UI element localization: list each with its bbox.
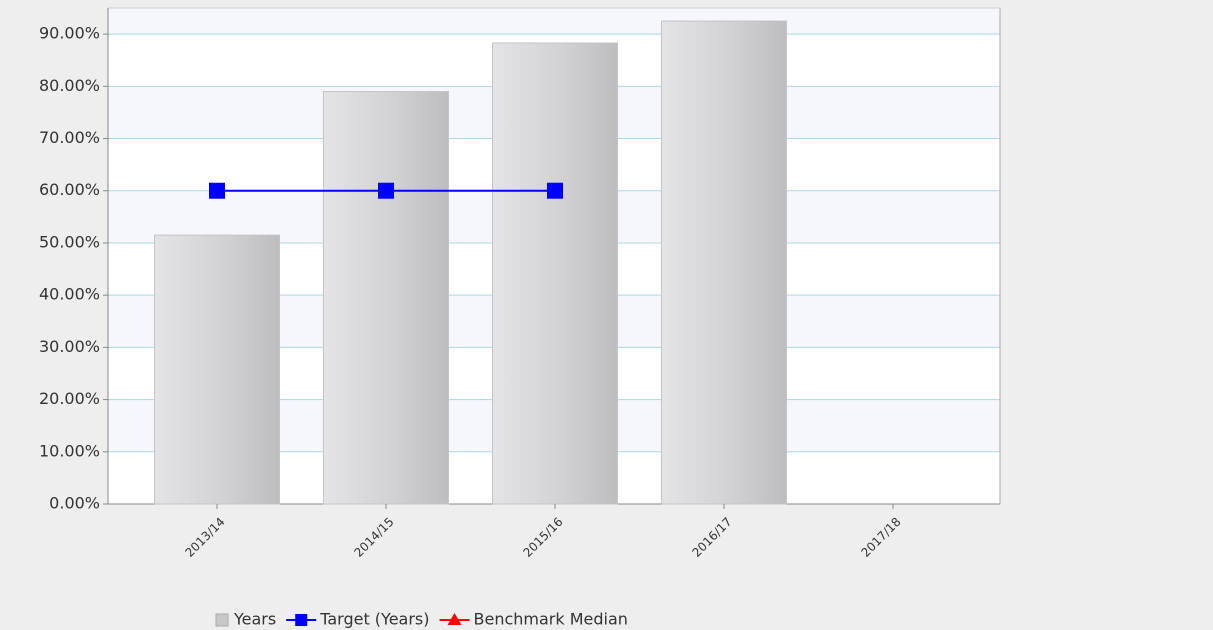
legend-swatch — [215, 613, 229, 627]
bar — [661, 20, 787, 505]
legend-marker — [295, 614, 308, 626]
y-tick-label: 10.00% — [39, 441, 100, 460]
bar — [154, 234, 280, 505]
legend-label: Target (Years) — [319, 610, 429, 629]
y-tick-label: 80.00% — [39, 76, 100, 95]
bar — [323, 91, 449, 505]
x-tick-label: 2014/15 — [351, 515, 396, 560]
marker — [378, 182, 394, 199]
legend: Years Target (Years) Benchmark Median — [215, 610, 628, 629]
y-tick-label: 60.00% — [39, 180, 100, 199]
bar — [492, 42, 618, 505]
legend-marker — [447, 613, 462, 625]
y-tick-label: 90.00% — [39, 24, 100, 43]
y-tick-label: 40.00% — [39, 285, 100, 304]
legend-label: Benchmark Median — [474, 610, 628, 629]
x-tick-label: 2013/14 — [182, 515, 227, 560]
y-tick-label: 50.00% — [39, 232, 100, 251]
grid-band — [108, 8, 1000, 35]
x-tick-label: 2015/16 — [520, 515, 565, 560]
y-tick-label: 30.00% — [39, 337, 100, 356]
y-tick-label: 20.00% — [39, 389, 100, 408]
marker — [547, 182, 563, 199]
x-tick-label: 2016/17 — [689, 515, 734, 560]
x-tick-label: 2017/18 — [858, 515, 903, 560]
y-tick-label: 0.00% — [49, 494, 100, 513]
y-tick-label: 70.00% — [39, 128, 100, 147]
marker — [209, 182, 225, 199]
legend-label: Years — [233, 610, 276, 629]
